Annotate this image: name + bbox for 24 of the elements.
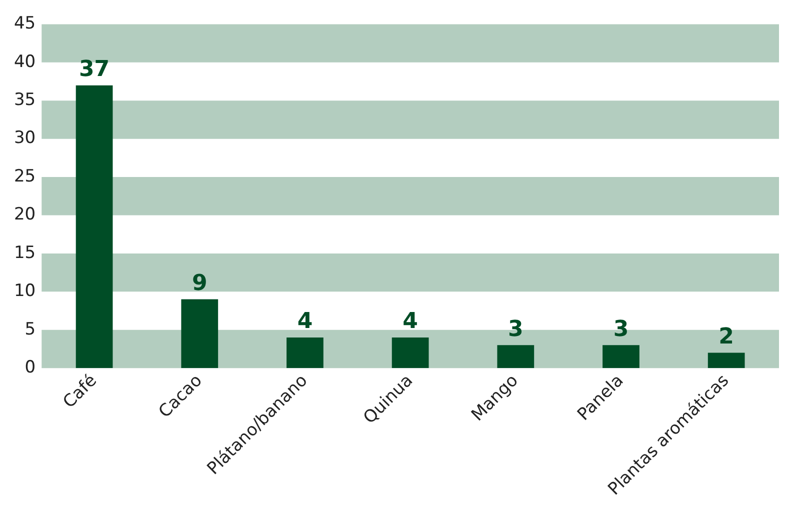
- data-label: 4: [297, 309, 313, 334]
- y-tick-label: 15: [14, 242, 36, 263]
- data-label: 2: [718, 324, 734, 350]
- y-tick-label: 40: [14, 52, 36, 72]
- y-tick-label: 25: [14, 166, 36, 186]
- bar: [181, 299, 218, 368]
- y-tick-label: 30: [14, 128, 36, 148]
- y-tick-label: 20: [14, 204, 36, 225]
- y-tick-label: 5: [24, 319, 36, 340]
- data-label: 3: [613, 316, 629, 342]
- data-label: 37: [78, 57, 110, 82]
- y-tick-label: 35: [14, 90, 36, 110]
- data-label: 9: [192, 271, 208, 296]
- y-tick-label: 10: [14, 281, 36, 302]
- bar: [708, 352, 745, 368]
- bar: [497, 345, 534, 368]
- bar: [602, 345, 640, 368]
- data-label: 3: [508, 316, 524, 342]
- bar: [76, 85, 113, 368]
- bar: [392, 338, 429, 368]
- y-tick-label: 45: [14, 14, 36, 34]
- y-tick-label: 0: [24, 357, 36, 378]
- data-label: 4: [402, 309, 418, 334]
- bar: [286, 338, 324, 368]
